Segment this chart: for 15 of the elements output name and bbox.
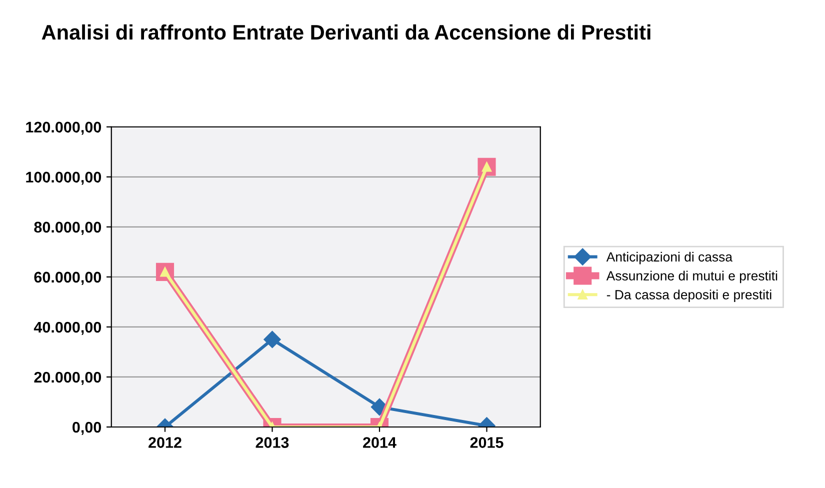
y-tick-label: 20.000,00 [34,372,102,385]
x-tick-label: 2015 [470,437,504,448]
y-tick-label: 100.000,00 [26,172,102,185]
x-tick-label: 2013 [256,437,289,448]
legend-label: - Da cassa depositi e prestiti [606,290,772,302]
y-tick-label: 80.000,00 [34,222,102,235]
legend-label: Anticipazioni di cassa [606,252,732,264]
x-tick-label: 2014 [363,437,396,448]
x-tick-label: 2012 [148,437,182,448]
y-tick-label: 60.000,00 [34,272,102,285]
legend-label: Assunzione di mutui e prestiti [606,270,778,284]
chart-title: Analisi di raffronto Entrate Derivanti da Accensione di Prestiti [42,24,650,40]
y-tick-label: 40.000,00 [34,322,102,335]
y-tick-label: 120.000,00 [26,122,102,135]
y-tick-label: 0,00 [72,422,102,435]
